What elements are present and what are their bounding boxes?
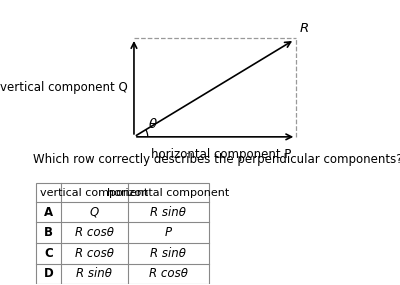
Text: R cosθ: R cosθ [75,247,114,260]
Text: R cosθ: R cosθ [75,226,114,239]
Text: B: B [44,226,53,239]
Text: A: A [44,205,53,219]
Text: Which row correctly describes the perpendicular components?: Which row correctly describes the perpen… [33,154,400,166]
Text: P: P [165,226,172,239]
Text: R sinθ: R sinθ [76,267,112,280]
Text: C: C [44,247,53,260]
Text: horizontal component: horizontal component [107,188,230,198]
Text: D: D [43,267,53,280]
Text: horizontal component P: horizontal component P [151,148,291,161]
Text: Q: Q [90,205,99,219]
Text: R sinθ: R sinθ [150,205,186,219]
Text: vertical component Q: vertical component Q [0,81,128,94]
Text: R cosθ: R cosθ [149,267,188,280]
Text: vertical component: vertical component [40,188,148,198]
Text: θ: θ [148,118,156,131]
Text: R: R [300,22,309,35]
Bar [36,184,209,284]
Text: R sinθ: R sinθ [150,247,186,260]
